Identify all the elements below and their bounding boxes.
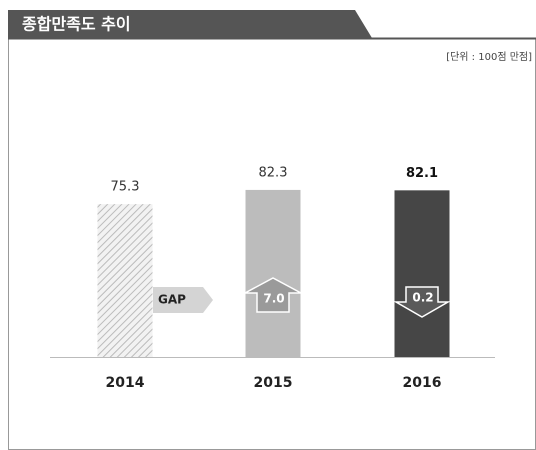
x-tick-label: 2016	[403, 375, 442, 391]
x-tick-label: 2015	[254, 375, 293, 391]
bar	[394, 190, 450, 357]
x-tick-label: 2014	[106, 375, 145, 391]
gap-label: 0.2	[412, 291, 433, 305]
value-label: 75.3	[111, 180, 140, 195]
chart-title: 종합만족도 추이	[22, 15, 131, 34]
gap-title: GAP	[158, 293, 186, 307]
title-tab	[8, 10, 372, 38]
unit-note: [단위 : 100점 만점]	[446, 50, 532, 63]
gap-label: 7.0	[263, 292, 284, 306]
gap-marker	[153, 287, 213, 313]
gap-arrow	[393, 286, 451, 318]
gap-arrow	[244, 277, 302, 313]
value-label: 82.1	[406, 166, 438, 181]
bar	[245, 189, 301, 357]
bar	[97, 204, 153, 357]
value-label: 82.3	[259, 165, 288, 180]
